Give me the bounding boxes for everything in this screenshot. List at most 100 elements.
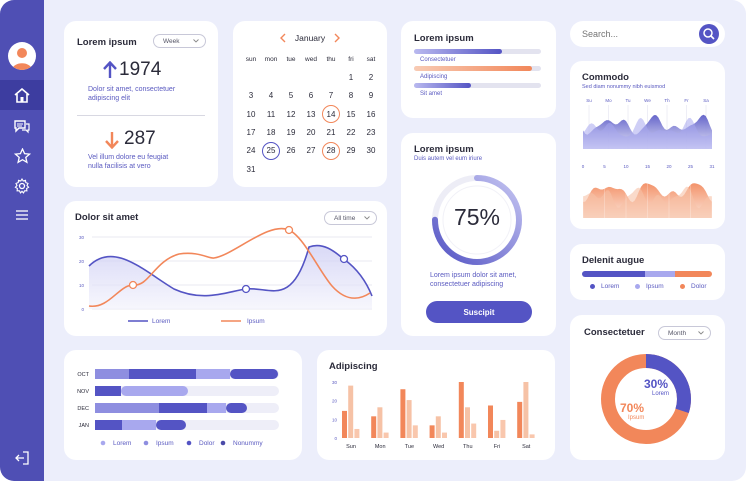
chat-icon[interactable] (0, 111, 44, 141)
calendar-day[interactable]: 11 (266, 109, 276, 119)
commodo-subtitle: Sed diam nonummy nibh euismod (582, 84, 666, 90)
calendar-day[interactable]: 27 (306, 146, 316, 156)
donut-b-value: 70% (620, 401, 645, 415)
legend-dot (220, 440, 226, 446)
calendar-day[interactable]: 17 (246, 127, 256, 137)
bar (354, 428, 360, 438)
search-bar[interactable] (570, 21, 725, 47)
menu-icon[interactable] (0, 200, 44, 230)
up-text-1: Dolor sit amet, consectetuer (88, 86, 176, 93)
calendar-day[interactable]: 14 (326, 109, 336, 119)
search-input[interactable] (582, 27, 692, 41)
bar (494, 430, 500, 438)
calendar-day[interactable]: 12 (286, 109, 296, 119)
donut-b-label: Ipsum (628, 415, 645, 421)
logout-icon[interactable] (0, 443, 44, 473)
progress-label: Adipiscing (420, 74, 448, 80)
calendar-day[interactable]: 28 (326, 146, 336, 156)
bar (517, 401, 523, 438)
calendar-day[interactable]: 9 (368, 91, 374, 101)
calendar-day[interactable]: 18 (266, 127, 276, 137)
tick-label: Su (586, 98, 592, 103)
search-button[interactable] (699, 24, 719, 44)
star-icon[interactable] (0, 141, 44, 171)
calendar-day[interactable]: 3 (248, 91, 254, 101)
calendar-month: January (294, 33, 326, 43)
y-tick-label: 30 (79, 235, 85, 240)
y-tick-label: 10 (79, 283, 85, 288)
calendar-day[interactable]: 6 (308, 91, 314, 101)
calendar-day[interactable]: 26 (286, 146, 296, 156)
legend-label: Dolor (199, 440, 215, 447)
calendar-day[interactable]: 23 (366, 127, 376, 137)
tick-label: Mo (605, 98, 612, 103)
x-tick-label: Wed (433, 444, 444, 450)
calendar-day[interactable]: 1 (348, 73, 354, 82)
settings-icon[interactable] (0, 171, 44, 201)
user-avatar[interactable] (8, 42, 36, 70)
time-filter-value: All time (334, 214, 356, 222)
tick-label: 0 (582, 164, 585, 169)
calendar-day[interactable]: 31 (246, 164, 256, 174)
row-label: DEC (77, 406, 89, 412)
tick-label: 25 (688, 164, 694, 169)
calendar-day[interactable]: 7 (328, 91, 334, 101)
calendar-day[interactable]: 4 (268, 91, 274, 101)
donut-a-value: 30% (644, 377, 669, 391)
tick-label: 10 (623, 164, 629, 169)
calendar-day[interactable]: 24 (246, 146, 256, 156)
calendar-day[interactable]: 8 (348, 91, 354, 101)
bar-segment (230, 369, 278, 379)
area-series-lightblue (583, 117, 712, 149)
period-select[interactable]: Week (153, 34, 206, 48)
calendar-day[interactable]: 19 (286, 127, 296, 137)
up-value: 1974 (119, 59, 162, 80)
calendar-day[interactable]: 25 (266, 146, 276, 156)
day-highlight (322, 141, 340, 160)
bar-segment (121, 386, 188, 396)
calendar-day[interactable]: 2 (368, 73, 374, 82)
legend-dot (100, 440, 106, 446)
home-icon[interactable] (0, 80, 44, 110)
tick-label: Fr (684, 98, 689, 103)
bar-segment (122, 420, 156, 430)
y-tick-label: 20 (332, 399, 338, 404)
divider (77, 115, 205, 116)
bar (429, 425, 435, 438)
delenit-card: Delenit augue Lorem Ipsum Dolor (570, 244, 725, 300)
calendar-day[interactable]: 5 (288, 91, 294, 101)
legend-label: Nonummy (233, 440, 263, 447)
calendar-day[interactable]: 15 (346, 109, 356, 119)
gauge-subtitle: Duis autem vel eum iriure (414, 156, 483, 162)
time-filter-select[interactable]: All time (324, 211, 377, 225)
calendar-day[interactable]: 13 (306, 109, 316, 119)
calendar-day[interactable]: 30 (366, 146, 376, 156)
day-highlight (262, 141, 280, 160)
calendar-day[interactable]: 21 (326, 127, 336, 137)
prev-month-icon[interactable] (279, 33, 287, 43)
bar (383, 432, 389, 438)
bar (458, 382, 464, 438)
donut-card: Consectetuer Month 30% Lorem 70% Ipsum (570, 315, 725, 460)
x-tick-label: Mon (375, 444, 386, 450)
down-value: 287 (124, 128, 156, 149)
gauge-chart (432, 175, 522, 265)
calendar-day[interactable]: 20 (306, 127, 316, 137)
month-filter-select[interactable]: Month (658, 326, 711, 340)
chevron-down-icon (364, 216, 370, 220)
tick-label: 31 (709, 164, 715, 169)
line-chart: 30 20 10 0 Lorem Ipsum (79, 225, 373, 325)
commodo-charts: Su Mo Tu We Th Fr Sa 0 5 10 15 20 25 31 (582, 98, 715, 218)
next-month-icon[interactable] (333, 33, 341, 43)
tick-label: 20 (666, 164, 672, 169)
gauge-card: Lorem ipsum Duis autem vel eum iriure 75… (401, 133, 556, 336)
bar-segment (95, 420, 122, 430)
calendar-day[interactable]: 22 (346, 127, 356, 137)
calendar-day[interactable]: 10 (246, 109, 256, 119)
bar-segment (159, 403, 207, 413)
calendar-day[interactable]: 16 (366, 109, 376, 119)
donut-segment-lorem (601, 354, 691, 444)
suscipit-button[interactable]: Suscipit (426, 301, 532, 323)
bar (523, 382, 529, 438)
calendar-day[interactable]: 29 (346, 146, 356, 156)
